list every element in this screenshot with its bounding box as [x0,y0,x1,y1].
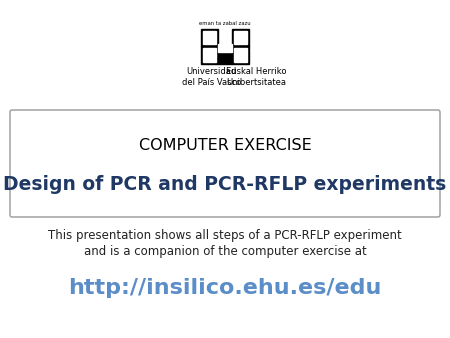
Bar [234,31,247,44]
Text: eman ta zabal zazu: eman ta zabal zazu [199,21,251,26]
Bar [232,46,249,64]
Bar [201,28,218,46]
Text: This presentation shows all steps of a PCR-RFLP experiment: This presentation shows all steps of a P… [48,228,402,241]
Bar [218,50,232,64]
Text: http://insilico.ehu.es/edu: http://insilico.ehu.es/edu [68,278,382,298]
Bar [218,44,232,52]
Text: COMPUTER EXERCISE: COMPUTER EXERCISE [139,139,311,153]
FancyBboxPatch shape [10,110,440,217]
Text: and is a companion of the computer exercise at: and is a companion of the computer exerc… [84,245,366,259]
Bar [234,48,247,62]
Text: Universidad
del País Vasco: Universidad del País Vasco [182,67,241,87]
Text: Euskal Herriko
Unibertsitatea: Euskal Herriko Unibertsitatea [225,67,286,87]
Bar [203,31,216,44]
Bar [201,46,218,64]
Bar [203,48,216,62]
Text: Design of PCR and PCR-RFLP experiments: Design of PCR and PCR-RFLP experiments [4,175,446,194]
Bar [232,28,249,46]
